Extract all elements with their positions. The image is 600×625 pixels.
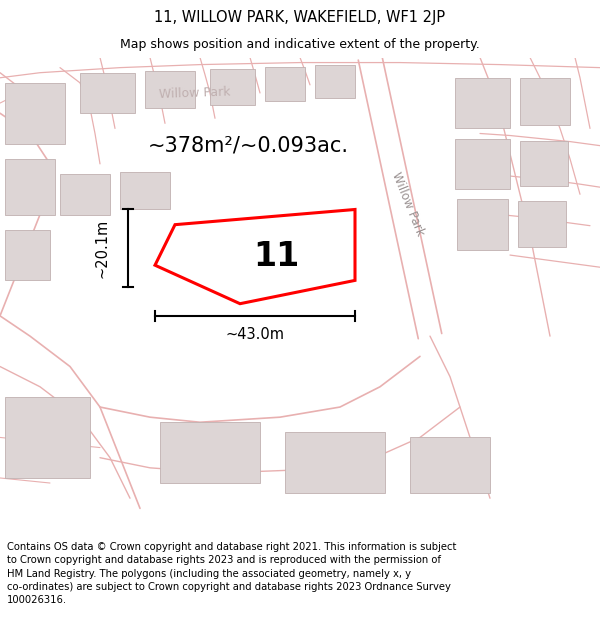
Text: 11: 11 (253, 240, 299, 273)
Polygon shape (155, 209, 355, 304)
Text: 11, WILLOW PARK, WAKEFIELD, WF1 2JP: 11, WILLOW PARK, WAKEFIELD, WF1 2JP (154, 10, 446, 25)
Polygon shape (80, 72, 135, 113)
Polygon shape (455, 139, 510, 189)
Polygon shape (455, 78, 510, 128)
Polygon shape (210, 69, 255, 105)
Polygon shape (5, 230, 50, 281)
Polygon shape (520, 141, 568, 186)
Text: Willow Park: Willow Park (389, 171, 427, 238)
Text: Contains OS data © Crown copyright and database right 2021. This information is : Contains OS data © Crown copyright and d… (7, 542, 457, 605)
Text: ~43.0m: ~43.0m (226, 327, 284, 342)
Polygon shape (285, 432, 385, 493)
Polygon shape (5, 159, 55, 214)
Text: Willow Park: Willow Park (159, 85, 231, 101)
Polygon shape (520, 78, 570, 126)
Polygon shape (518, 201, 566, 247)
Text: ~378m²/~0.093ac.: ~378m²/~0.093ac. (148, 136, 349, 156)
Polygon shape (160, 422, 260, 483)
Polygon shape (5, 397, 90, 478)
Text: ~20.1m: ~20.1m (95, 219, 110, 278)
Polygon shape (457, 199, 508, 250)
Polygon shape (265, 67, 305, 101)
Polygon shape (60, 174, 110, 214)
Text: Map shows position and indicative extent of the property.: Map shows position and indicative extent… (120, 38, 480, 51)
Polygon shape (410, 438, 490, 493)
Polygon shape (145, 71, 195, 108)
Polygon shape (315, 64, 355, 98)
Polygon shape (120, 172, 170, 209)
Polygon shape (5, 83, 65, 144)
